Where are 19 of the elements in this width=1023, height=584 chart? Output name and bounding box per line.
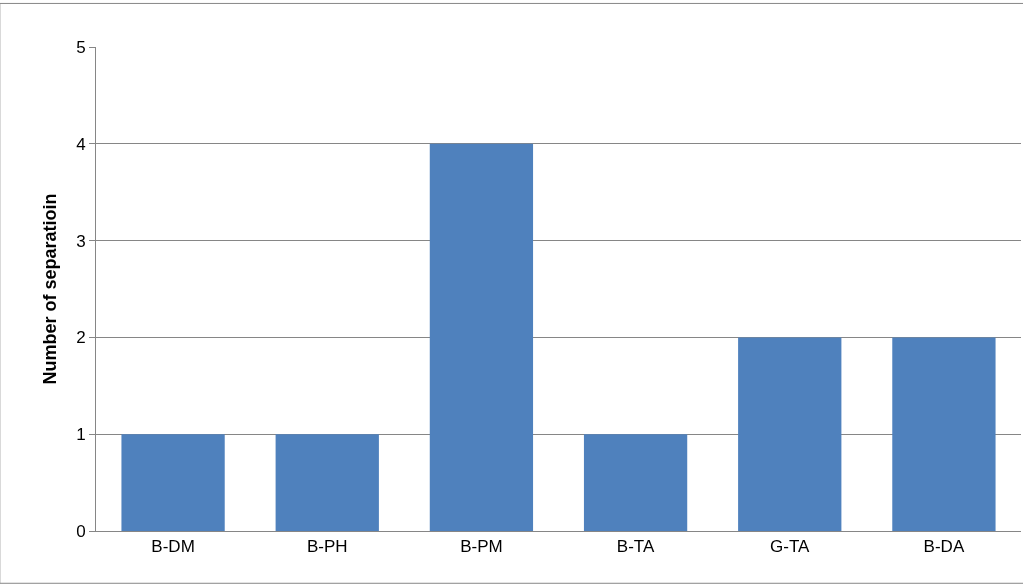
x-tick-label: B-PH	[306, 537, 348, 557]
x-tick-label: B-PM	[460, 537, 503, 557]
bar	[892, 337, 996, 531]
y-tick-label: 4	[76, 134, 86, 154]
bar	[583, 434, 688, 531]
y-tick-label: 3	[76, 231, 86, 251]
bar	[121, 434, 225, 531]
x-tick-label: B-DM	[151, 537, 195, 557]
y-tick-label: 5	[76, 37, 86, 57]
y-tick-label: 1	[76, 425, 86, 445]
x-tick-label: B-TA	[616, 537, 655, 557]
bar	[275, 434, 379, 531]
y-axis-title: Number of separatioin	[40, 193, 61, 385]
y-tick-label: 2	[76, 328, 86, 348]
x-tick-label: G-TA	[770, 537, 811, 557]
x-tick-label: B-DA	[923, 537, 965, 557]
bar	[738, 337, 842, 531]
y-tick-label: 0	[76, 521, 86, 541]
bar	[429, 143, 534, 531]
